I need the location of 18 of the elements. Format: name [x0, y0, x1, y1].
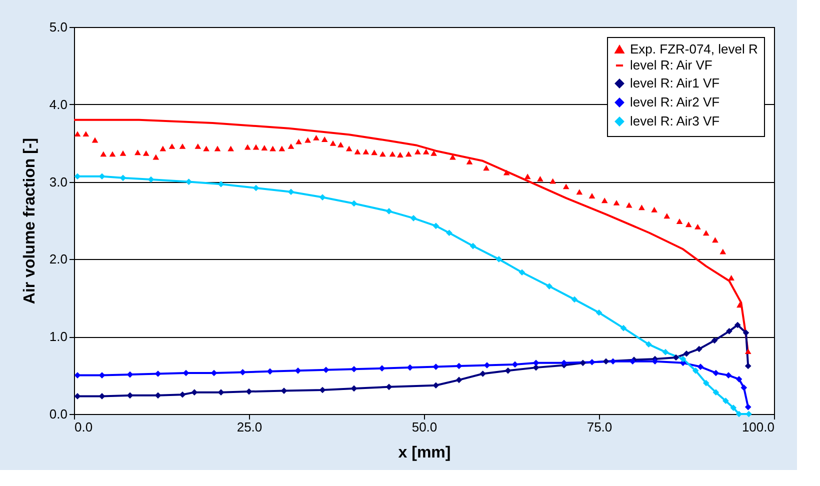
legend-label: level R: Air3 VF	[630, 114, 720, 128]
legend-label: level R: Air VF	[630, 58, 712, 72]
y-tick-label: 2.0	[49, 252, 68, 267]
y-tick-label: 1.0	[49, 329, 68, 344]
x-tick-label: 100.0	[742, 420, 774, 434]
x-tick-label: 25.0	[236, 420, 262, 434]
y-tick-label: 3.0	[49, 174, 68, 190]
legend-label: Exp. FZR-074, level R	[630, 42, 758, 56]
x-tick-label: 50.0	[412, 420, 438, 434]
y-tick-label: 5.0	[49, 20, 68, 34]
legend-label: level R: Air2 VF	[630, 94, 720, 110]
x-tick-label: 75.0	[586, 420, 612, 434]
y-tick-label: 4.0	[49, 96, 68, 112]
y-axis-title: Air volume fraction [-]	[21, 138, 38, 304]
legend-label: level R: Air1 VF	[630, 76, 720, 90]
x-axis-title: x [mm]	[398, 444, 451, 462]
y-tick-label: 0.0	[49, 406, 68, 422]
x-tick-label: 0.0	[74, 420, 93, 434]
